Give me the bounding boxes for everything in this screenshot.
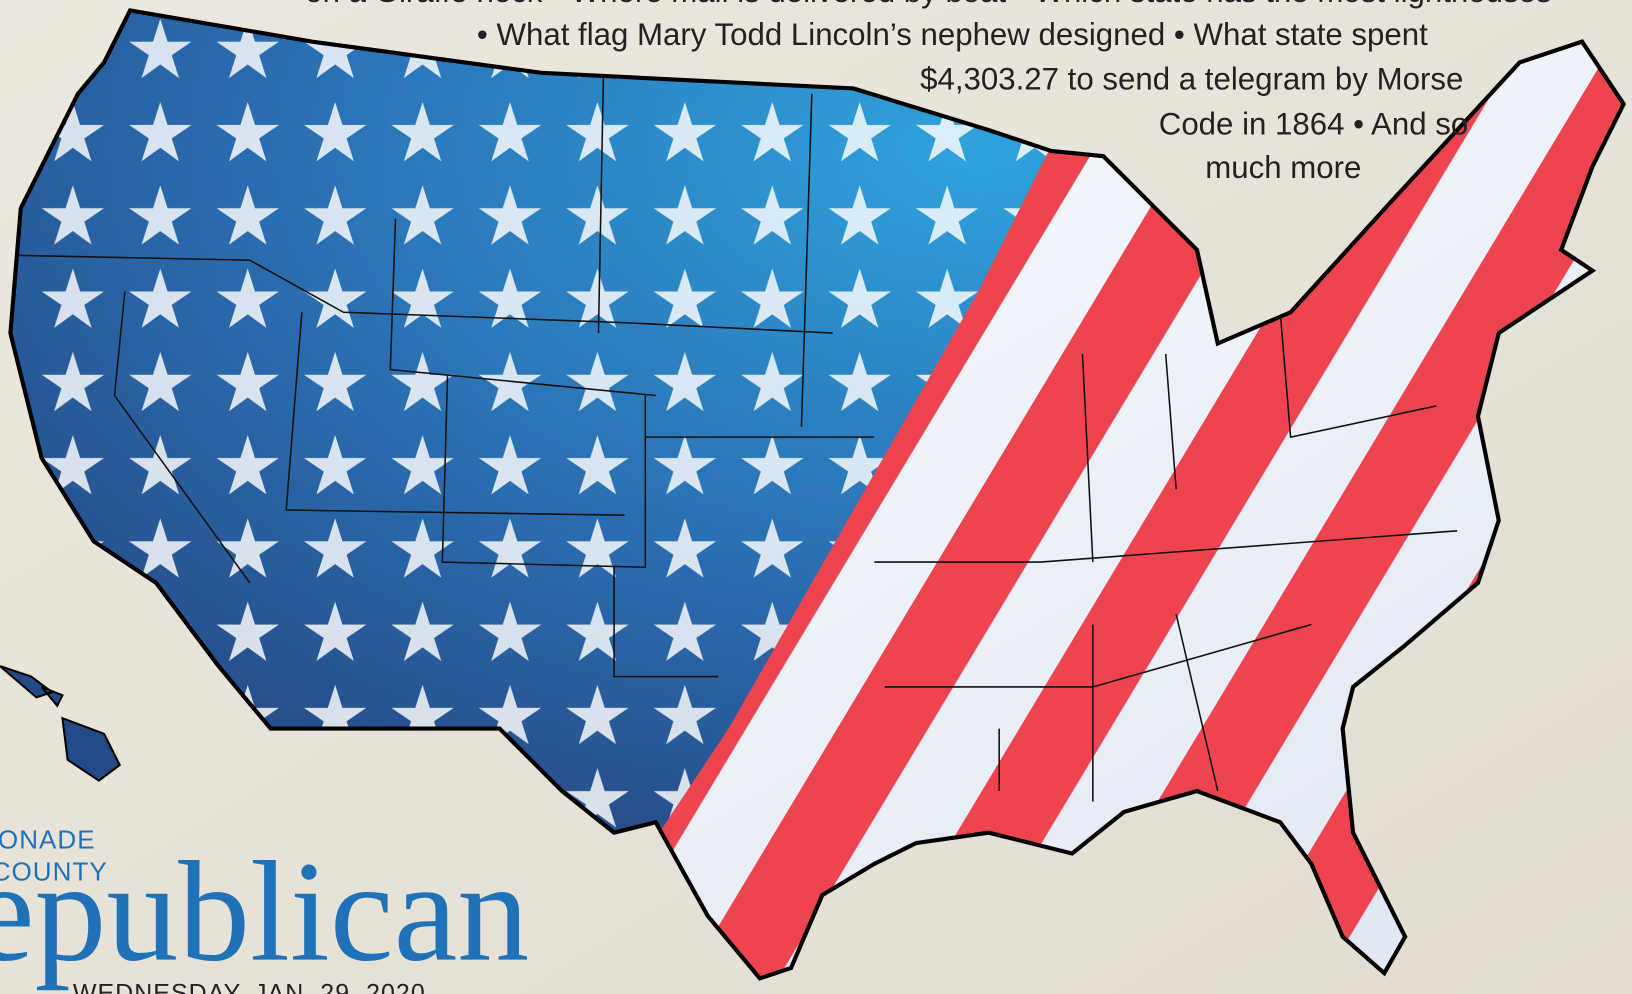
cover: on a Giraffe neck • Where mail is delive…	[0, 0, 1632, 994]
teaser-line: $4,303.27 to send a telegram by Morse	[920, 62, 1463, 97]
masthead-date: WEDNESDAY, JAN. 29, 2020	[73, 979, 426, 994]
page: on a Giraffe neck • Where mail is delive…	[0, 0, 1632, 994]
teaser-line: • What flag Mary Todd Lincoln’s nephew d…	[477, 17, 1428, 52]
teaser-line: much more	[1205, 150, 1361, 185]
masthead-name: epublican	[0, 833, 529, 992]
teaser-line: Code in 1864 • And so	[1159, 106, 1468, 141]
teaser-line: on a Giraffe neck • Where mail is delive…	[305, 0, 1551, 9]
